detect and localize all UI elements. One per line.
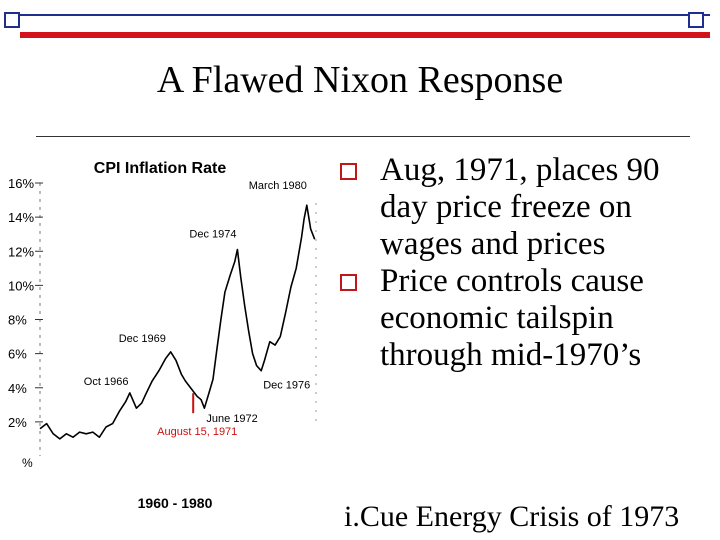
y-tick-label: 6% <box>8 347 27 362</box>
square-bullet-icon <box>340 274 357 291</box>
bullet-text: Aug, 1971, places 90 day price freeze on… <box>380 152 660 262</box>
chart-annotation: August 15, 1971 <box>157 426 237 438</box>
y-tick-label: 10% <box>8 278 34 293</box>
title-divider <box>36 136 690 137</box>
y-tick-label: 14% <box>8 210 34 225</box>
cpi-chart-panel: CPI Inflation Rate 2% 4% 6% 8% 10% 12% 14% 16%% 1… <box>0 143 330 520</box>
chart-annotation: Dec 1969 <box>119 333 166 345</box>
square-bullet-icon <box>340 163 357 180</box>
top-decoration <box>0 0 720 44</box>
bullet-item: Aug, 1971, places 90 day price freeze on… <box>338 152 710 263</box>
y-tick-label: 8% <box>8 313 27 328</box>
chart-annotation: Dec 1974 <box>189 229 236 241</box>
chart-background <box>0 143 330 520</box>
corner-square-left <box>4 12 20 28</box>
top-red-rule <box>20 32 710 38</box>
corner-square-right <box>688 12 704 28</box>
x-axis-label: 1960 - 1980 <box>138 495 213 511</box>
y-tick-label: 4% <box>8 381 27 396</box>
chart-annotation: Dec 1976 <box>263 380 310 392</box>
bullet-list: Aug, 1971, places 90 day price freeze on… <box>338 152 710 374</box>
y-tick-label: 16% <box>8 176 34 191</box>
chart-title: CPI Inflation Rate <box>94 160 227 177</box>
top-blue-rule <box>20 14 710 16</box>
y-tick-label: 12% <box>8 244 34 259</box>
footer-caption: i.Cue Energy Crisis of 1973 <box>344 500 680 533</box>
bullet-item: Price controls cause economic tailspin t… <box>338 263 710 374</box>
chart-annotation: June 1972 <box>206 413 257 425</box>
bullet-text: Price controls cause economic tailspin t… <box>380 263 644 373</box>
slide-title: A Flawed Nixon Response <box>156 59 564 101</box>
chart-annotation: Oct 1966 <box>84 376 129 388</box>
cpi-series-line <box>39 204 316 440</box>
cpi-inflation-chart: CPI Inflation Rate 2% 4% 6% 8% 10% 12% 14% 16%% 1… <box>0 143 330 520</box>
y-tick-label: 2% <box>8 415 27 430</box>
y-axis-unit-label: % <box>22 456 33 470</box>
chart-annotation: March 1980 <box>249 180 307 192</box>
